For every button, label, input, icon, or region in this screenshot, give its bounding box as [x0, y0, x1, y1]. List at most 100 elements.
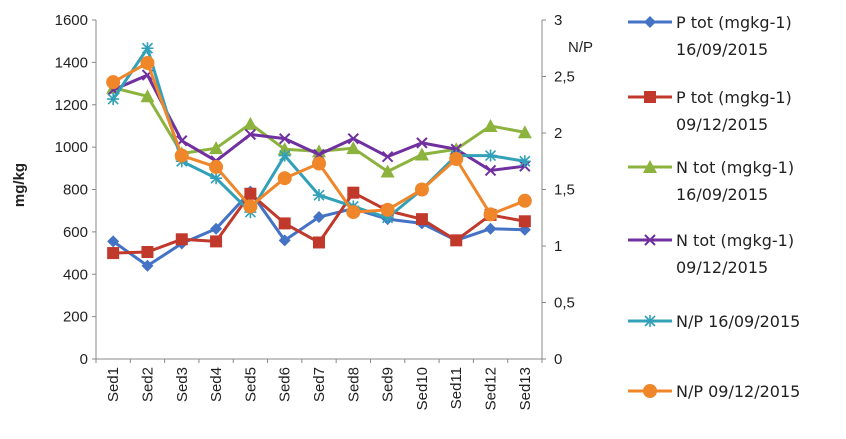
data-point: [380, 202, 395, 217]
data-point: [106, 75, 121, 90]
data-point: [381, 150, 394, 163]
x-tick-label: Sed4: [208, 367, 225, 402]
data-point: [244, 128, 257, 141]
data-point: [483, 207, 498, 222]
data-point: [141, 246, 154, 259]
data-point: [346, 205, 361, 220]
data-point: [312, 156, 326, 171]
data-point: [243, 116, 258, 130]
x-tick-label: Sed10: [414, 367, 431, 410]
data-point: [175, 233, 188, 246]
y-tick-label: 1600: [55, 12, 88, 29]
legend-label: P tot (mgkg-1): [676, 13, 792, 32]
x-tick-label: Sed6: [277, 367, 294, 402]
data-point: [278, 234, 291, 247]
legend: P tot (mgkg-1) 16/09/2015 P tot (mgkg-1) 09…: [628, 13, 800, 401]
data-point: [416, 137, 428, 149]
y-axis-title: mg/kg: [11, 163, 28, 207]
legend-item-4: N tot (mgkg-1) 09/12/2015: [628, 231, 794, 277]
data-point: [517, 125, 532, 139]
data-point: [517, 193, 532, 208]
secondary-y-axis-title: N/P: [568, 39, 593, 56]
legend-swatch-marker: [644, 315, 656, 327]
legend-label: N/P 09/12/2015: [676, 382, 800, 401]
legend-swatch-marker: [644, 234, 656, 246]
data-point: [107, 235, 120, 248]
series-6: [106, 55, 532, 222]
data-point: [346, 141, 361, 155]
legend-item-2: P tot (mgkg-1) 09/12/2015: [628, 88, 792, 134]
data-point: [210, 222, 223, 235]
data-point: [209, 141, 224, 155]
data-point: [107, 93, 120, 106]
y-tick-label: 1400: [55, 54, 88, 71]
legend-item-3: N tot (mgkg-1) 16/09/2015: [628, 158, 794, 204]
data-point: [141, 42, 154, 55]
y2-tick-label: 0: [554, 351, 562, 368]
series-4: [107, 69, 531, 177]
y-tick-label: 1200: [55, 97, 88, 114]
legend-swatch-marker: [644, 16, 656, 28]
x-tick-label: Sed13: [517, 367, 534, 410]
data-point: [483, 118, 498, 132]
data-point: [414, 182, 429, 197]
y2-tick-label: 1,5: [554, 182, 575, 199]
data-point: [381, 211, 394, 224]
y2-tick-label: 2,5: [554, 69, 575, 86]
data-point: [347, 186, 360, 199]
data-point: [313, 189, 325, 202]
data-point: [278, 217, 291, 230]
y-tick-label: 0: [80, 351, 88, 368]
legend-label: 16/09/2015: [676, 185, 768, 204]
y-tick-label: 800: [63, 182, 88, 199]
data-point: [278, 132, 291, 145]
data-point: [484, 149, 497, 162]
y2-tick-label: 0,5: [554, 295, 575, 312]
y-tick-label: 1000: [55, 139, 88, 156]
legend-label: P tot (mgkg-1): [676, 88, 792, 107]
data-point: [313, 211, 325, 224]
x-tick-label: Sed2: [139, 367, 156, 402]
x-tick-label: Sed1: [105, 367, 122, 402]
data-point: [484, 222, 497, 235]
data-point: [278, 149, 291, 162]
x-tick-label: Sed3: [174, 367, 191, 402]
data-point: [140, 89, 155, 103]
x-tick-label: Sed12: [483, 367, 500, 410]
data-point: [244, 187, 257, 200]
x-tick-label: Sed8: [345, 367, 362, 402]
x-tick-label: Sed9: [380, 367, 397, 402]
data-point: [313, 236, 325, 249]
x-tick-label: Sed7: [311, 367, 328, 402]
legend-item-5: N/P 16/09/2015: [628, 312, 800, 331]
data-point: [209, 159, 224, 174]
data-point: [380, 164, 395, 178]
legend-swatch-marker: [643, 160, 657, 173]
y2-tick-label: 1: [554, 238, 562, 255]
legend-label: 09/12/2015: [676, 258, 768, 277]
series-line: [112, 190, 525, 268]
data-point: [243, 199, 258, 214]
data-point: [484, 164, 497, 177]
data-point: [140, 55, 155, 70]
legend-label: 09/12/2015: [676, 115, 768, 134]
y-tick-label: 200: [63, 309, 88, 326]
legend-item-6: N/P 09/12/2015: [628, 382, 800, 401]
data-point: [277, 171, 292, 186]
y-tick-label: 600: [63, 224, 88, 241]
legend-swatch-marker: [644, 91, 656, 103]
data-point: [347, 132, 360, 145]
plot-area: 0 200 400 600 800 1000 1200 1400 1600 0 0,5 1 1,5 2 2,…: [55, 12, 575, 410]
data-point: [210, 172, 223, 185]
x-tick-label: Sed11: [448, 367, 465, 409]
data-point: [449, 151, 464, 166]
y2-tick-label: 2: [554, 125, 562, 142]
data-point: [174, 148, 189, 163]
data-point: [414, 147, 429, 161]
data-point: [141, 259, 154, 272]
legend-swatch-marker: [643, 384, 657, 398]
data-point: [450, 234, 463, 247]
data-point: [210, 235, 223, 248]
y-tick-label: 400: [63, 266, 88, 283]
